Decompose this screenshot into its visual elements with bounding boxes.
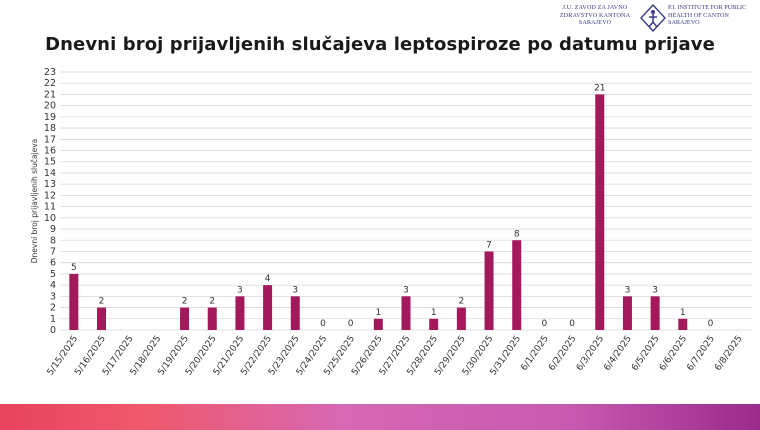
bar: [429, 318, 439, 330]
y-tick-label: 5: [50, 269, 56, 280]
y-tick-label: 23: [44, 67, 56, 78]
bars: [69, 94, 688, 330]
y-tick-label: 15: [44, 157, 56, 168]
y-tick-label: 4: [50, 280, 56, 291]
y-tick-label: 14: [44, 168, 56, 179]
bar: [373, 318, 383, 330]
y-tick-label: 16: [44, 146, 56, 157]
logo-emblem-icon: [640, 4, 666, 32]
data-label: 5: [71, 263, 77, 273]
bar: [235, 296, 245, 330]
logo-line: SARAJEVO: [578, 19, 612, 27]
data-label: 1: [375, 308, 381, 318]
bar: [401, 296, 411, 330]
decorative-bottom-band: [0, 404, 760, 430]
y-tick-label: 0: [50, 325, 56, 336]
y-tick-label: 12: [44, 190, 56, 201]
y-tick-label: 11: [44, 202, 56, 213]
bar: [595, 94, 605, 330]
y-tick-label: 6: [50, 258, 56, 269]
data-label: 4: [265, 274, 271, 284]
y-tick-label: 10: [44, 213, 56, 224]
y-tick-label: 13: [44, 179, 56, 190]
x-tick-label: 6/8/2025: [713, 334, 744, 373]
logo-line: P.I. INSTITUTE FOR PUBLIC: [668, 4, 747, 11]
y-tick-label: 3: [50, 291, 56, 302]
y-tick-label: 9: [50, 224, 56, 235]
chart-title: Dnevni broj prijavljenih slučajeva lepto…: [45, 34, 715, 55]
y-tick-label: 18: [44, 123, 56, 134]
x-axis-ticks: 5/15/20255/16/20255/17/20255/18/20255/19…: [46, 334, 745, 378]
bar: [650, 296, 660, 330]
bar: [622, 296, 632, 330]
data-label: 0: [320, 319, 326, 329]
y-tick-label: 2: [50, 303, 56, 314]
bar: [97, 307, 107, 330]
bar: [263, 285, 273, 330]
bar: [512, 240, 522, 330]
data-label: 0: [569, 319, 575, 329]
y-tick-label: 20: [44, 101, 56, 112]
bar: [456, 307, 466, 330]
data-label: 1: [431, 308, 437, 318]
institute-logo: J.U. ZAVOD ZA JAVNO ZDRAVSTVO KANTONA SA…: [552, 4, 752, 34]
y-tick-label: 7: [50, 246, 56, 257]
bar: [207, 307, 217, 330]
bar: [484, 251, 494, 330]
data-labels: 5 2 2 2 3 4 3 0 0 1 3 1 2 7 8 0 0 21 3 3 1 0: [71, 83, 714, 329]
data-label: 3: [652, 285, 658, 295]
y-tick-label: 8: [50, 235, 56, 246]
data-label: 3: [403, 285, 409, 295]
data-label: 2: [99, 297, 105, 307]
y-tick-label: 1: [50, 314, 56, 325]
data-label: 3: [625, 285, 631, 295]
y-tick-label: 22: [44, 78, 56, 89]
data-label: 0: [708, 319, 714, 329]
logo-line: J.U. ZAVOD ZA JAVNO: [562, 4, 628, 11]
logo-line: HEALTH OF CANTON: [668, 11, 729, 19]
y-tick-label: 19: [44, 112, 56, 123]
bar: [678, 318, 688, 330]
logo-text-english: P.I. INSTITUTE FOR PUBLIC HEALTH OF CANT…: [668, 4, 754, 27]
data-label: 21: [594, 83, 605, 93]
data-label: 0: [542, 319, 548, 329]
data-label: 0: [348, 319, 354, 329]
data-label: 3: [292, 285, 298, 295]
logo-line: SARAJEVO: [668, 19, 700, 27]
logo-text-local: J.U. ZAVOD ZA JAVNO ZDRAVSTVO KANTONA SA…: [552, 4, 638, 27]
bar: [290, 296, 300, 330]
y-axis-label: Dnevni broj prijavljenih slučajeva: [30, 139, 39, 264]
data-label: 2: [458, 297, 464, 307]
y-tick-label: 17: [44, 134, 56, 145]
bar: [69, 273, 79, 330]
y-tick-label: 21: [44, 89, 56, 100]
data-label: 2: [182, 297, 188, 307]
data-label: 8: [514, 229, 520, 239]
logo-line: ZDRAVSTVO KANTONA: [559, 11, 631, 19]
bar: [180, 307, 190, 330]
data-label: 2: [209, 297, 215, 307]
data-label: 1: [680, 308, 686, 318]
data-label: 7: [486, 240, 492, 250]
data-label: 3: [237, 285, 243, 295]
